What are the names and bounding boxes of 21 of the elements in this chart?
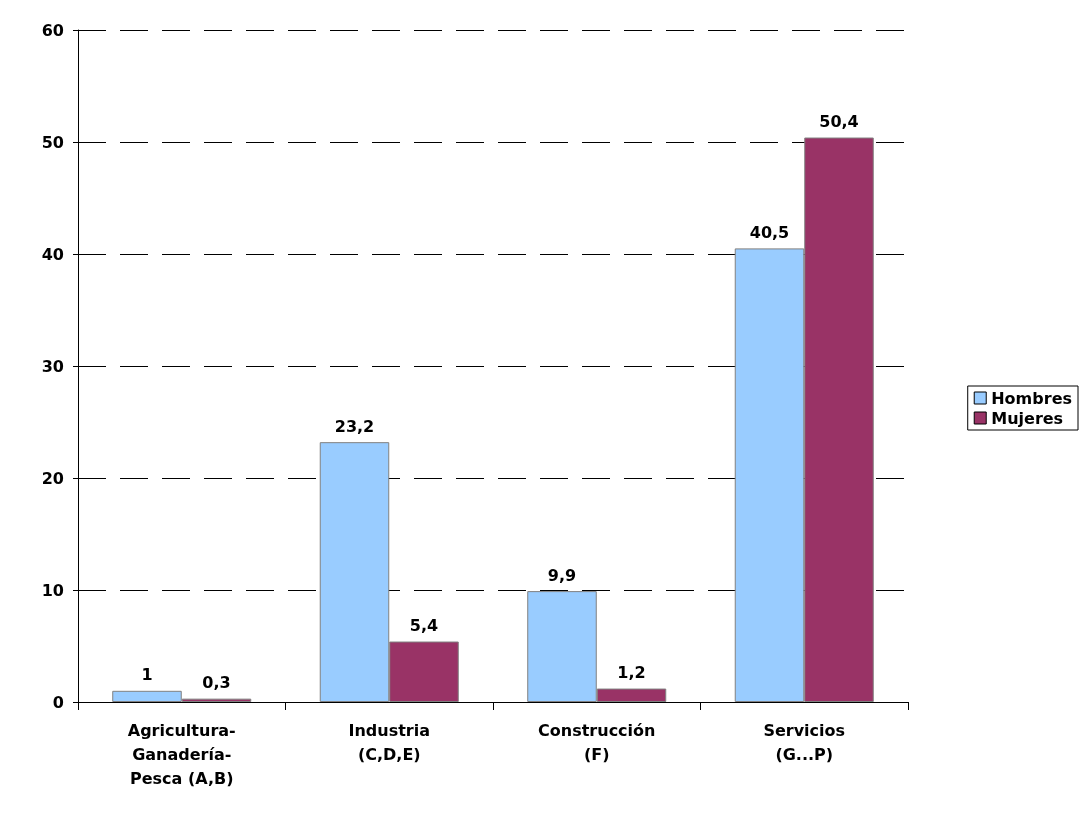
y-tick-label: 30: [41, 356, 64, 376]
data-label: 1: [141, 665, 153, 685]
data-label: 50,4: [819, 112, 859, 132]
x-tick-label: Construcción (F): [538, 720, 656, 764]
data-label: 23,2: [334, 416, 375, 436]
x-tick-label: Servicios (G...P): [763, 720, 846, 764]
x-tick-label: Agricultura- Ganadería- Pesca (A,B): [127, 720, 236, 788]
y-tick-label: 60: [41, 20, 64, 40]
legend-label: Hombres: [991, 388, 1073, 408]
y-tick-label: 50: [41, 132, 64, 152]
y-tick-label: 10: [41, 580, 64, 600]
data-label: 5,4: [409, 616, 439, 636]
y-tick-label: 40: [41, 244, 64, 264]
y-tick-label: 0: [52, 692, 64, 712]
data-label: 9,9: [547, 565, 577, 585]
data-label: 0,3: [202, 673, 231, 693]
data-label: 1,2: [617, 663, 646, 683]
x-tick-label: Industria (C,D,E): [348, 720, 431, 764]
y-tick-label: 20: [41, 468, 64, 488]
data-label: 40,5: [749, 222, 790, 242]
legend-label: Mujeres: [991, 408, 1064, 428]
